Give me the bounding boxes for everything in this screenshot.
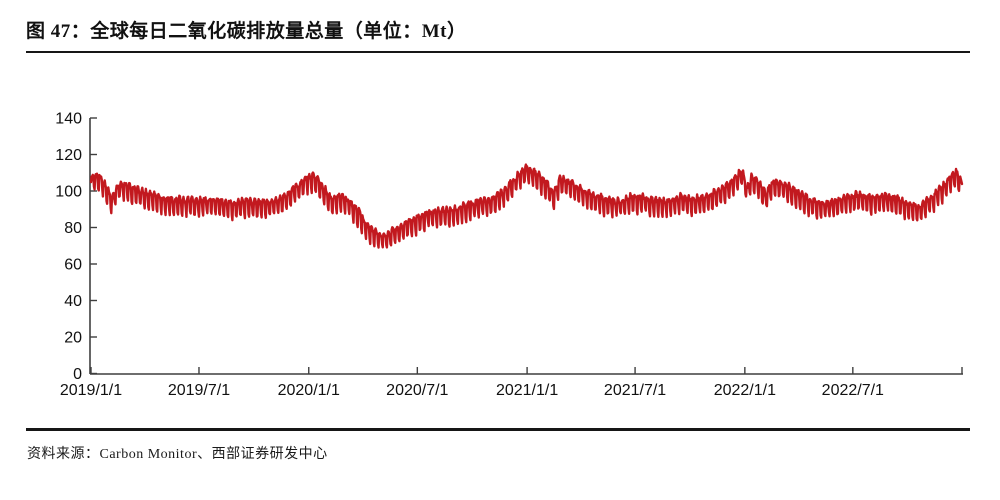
y-tick-label: 60 xyxy=(64,257,82,274)
x-tick-label: 2022/1/1 xyxy=(714,382,776,399)
y-tick-label: 40 xyxy=(64,293,82,310)
source-divider xyxy=(26,428,970,431)
y-tick-label: 120 xyxy=(55,147,82,164)
x-tick-label: 2019/7/1 xyxy=(168,382,230,399)
y-tick-label: 100 xyxy=(55,184,82,201)
x-tick-label: 2022/7/1 xyxy=(822,382,884,399)
y-tick-label: 0 xyxy=(73,366,82,383)
y-tick-label: 20 xyxy=(64,330,82,347)
figure-title: 图 47：全球每日二氧化碳排放量总量（单位：Mt） xyxy=(26,21,467,42)
source-note: 资料来源：Carbon Monitor、西部证券研发中心 xyxy=(27,447,328,462)
title-divider xyxy=(26,51,970,53)
y-tick-label: 140 xyxy=(55,111,82,128)
x-tick-label: 2019/1/1 xyxy=(60,382,122,399)
y-tick-label: 80 xyxy=(64,220,82,237)
x-tick-label: 2020/1/1 xyxy=(278,382,340,399)
x-tick-label: 2020/7/1 xyxy=(386,382,448,399)
x-tick-label: 2021/1/1 xyxy=(496,382,558,399)
x-tick-label: 2021/7/1 xyxy=(604,382,666,399)
emissions-series-line xyxy=(89,163,964,249)
